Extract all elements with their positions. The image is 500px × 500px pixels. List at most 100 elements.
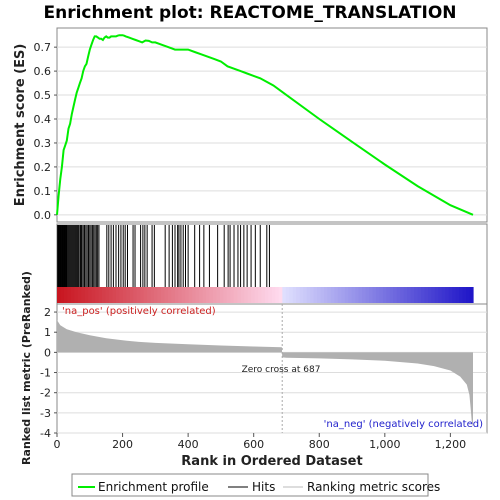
colorbar-segment: [445, 287, 450, 303]
metric-y-axis-ticks: 2 1 0 -1 -2 -3 -4: [40, 306, 57, 440]
colorbar-segment: [330, 287, 335, 303]
colorbar-segment: [81, 287, 86, 303]
hits-group: [57, 225, 270, 287]
colorbar-segment: [216, 287, 221, 303]
colorbar-segment: [389, 287, 394, 303]
colorbar-segment: [289, 287, 294, 303]
colorbar-segment: [119, 287, 124, 303]
colorbar-segment: [154, 287, 159, 303]
es-tick-label: 0.6: [34, 65, 52, 78]
colorbar-segment: [400, 287, 405, 303]
metric-tick-label: -4: [40, 427, 51, 440]
colorbar-segment: [323, 287, 328, 303]
colorbar-segment: [143, 287, 148, 303]
colorbar-segment: [334, 287, 339, 303]
x-tick-label: 0: [54, 438, 61, 451]
colorbar-segment: [285, 287, 290, 303]
colorbar-segment: [206, 287, 211, 303]
colorbar-segment: [219, 287, 224, 303]
colorbar-segment: [396, 287, 401, 303]
x-tick-label: 600: [243, 438, 264, 451]
colorbar-segment: [296, 287, 301, 303]
colorbar-segment: [254, 287, 259, 303]
es-tick-label: 0.5: [34, 89, 52, 102]
colorbar-segment: [226, 287, 231, 303]
colorbar-segment: [299, 287, 304, 303]
colorbar-segment: [438, 287, 443, 303]
es-tick-label: 0.2: [34, 161, 52, 174]
colorbar-segment: [67, 287, 72, 303]
colorbar-segment: [157, 287, 162, 303]
colorbar-segment: [133, 287, 138, 303]
colorbar-segment: [271, 287, 276, 303]
colorbar-segment: [126, 287, 131, 303]
colorbar-segment: [164, 287, 169, 303]
colorbar-segment: [150, 287, 155, 303]
colorbar-segment: [60, 287, 65, 303]
colorbar-segment: [372, 287, 377, 303]
colorbar-segment: [369, 287, 374, 303]
x-axis-ticks: 0 200 400 600 800 1,000 1,200: [54, 433, 466, 451]
colorbar-segment: [199, 287, 204, 303]
colorbar-segment: [466, 287, 471, 303]
colorbar-segment: [379, 287, 384, 303]
chart-title: Enrichment plot: REACTOME_TRANSLATION: [43, 3, 456, 23]
colorbar-segment: [115, 287, 120, 303]
colorbar-segment: [57, 287, 62, 303]
colorbar-segment: [292, 287, 297, 303]
colorbar-segment: [434, 287, 439, 303]
colorbar-segment: [327, 287, 332, 303]
colorbar-segment: [147, 287, 152, 303]
legend-hits-label: Hits: [252, 480, 275, 494]
pos-correlated-label: 'na_pos' (positively correlated): [62, 306, 216, 317]
colorbar-segment: [178, 287, 183, 303]
colorbar-segment: [424, 287, 429, 303]
colorbar-segment: [63, 287, 68, 303]
colorbar-segment: [88, 287, 93, 303]
colorbar-segment: [202, 287, 207, 303]
colorbar-segment: [223, 287, 228, 303]
colorbar-segment: [310, 287, 315, 303]
colorbar-segment: [452, 287, 457, 303]
colorbar-segment: [341, 287, 346, 303]
colorbar-segment: [209, 287, 214, 303]
colorbar-segment: [375, 287, 380, 303]
colorbar-segment: [192, 287, 197, 303]
colorbar-segment: [77, 287, 82, 303]
colorbar-segment: [358, 287, 363, 303]
es-y-axis-ticks: 0.0 0.1 0.2 0.3 0.4 0.5 0.6 0.7: [34, 41, 57, 222]
colorbar-segment: [265, 287, 270, 303]
colorbar-segment: [91, 287, 96, 303]
colorbar-segment: [431, 287, 436, 303]
legend-profile-label: Enrichment profile: [98, 480, 209, 494]
colorbar-segment: [185, 287, 190, 303]
colorbar-segment: [362, 287, 367, 303]
colorbar-segment: [140, 287, 145, 303]
colorbar-segment: [84, 287, 89, 303]
colorbar-segment: [181, 287, 186, 303]
colorbar-segment: [410, 287, 415, 303]
es-axis-title: Enrichment score (ES): [13, 44, 28, 207]
colorbar-segment: [258, 287, 263, 303]
metric-tick-label: 0: [44, 346, 51, 359]
es-tick-label: 0.4: [34, 113, 52, 126]
colorbar-segment: [455, 287, 460, 303]
rank-colorbar: [57, 287, 474, 303]
colorbar-segment: [237, 287, 242, 303]
colorbar-segment: [351, 287, 356, 303]
colorbar-segment: [275, 287, 280, 303]
legend-box: [71, 473, 429, 497]
colorbar-segment: [251, 287, 256, 303]
colorbar-segment: [344, 287, 349, 303]
colorbar-segment: [95, 287, 100, 303]
colorbar-segment: [268, 287, 273, 303]
colorbar-segment: [403, 287, 408, 303]
colorbar-segment: [74, 287, 79, 303]
colorbar-segment: [469, 287, 474, 303]
colorbar-segment: [129, 287, 134, 303]
colorbar-segment: [136, 287, 141, 303]
colorbar-segment: [337, 287, 342, 303]
colorbar-segment: [282, 287, 287, 303]
x-axis-title: Rank in Ordered Dataset: [181, 454, 362, 469]
